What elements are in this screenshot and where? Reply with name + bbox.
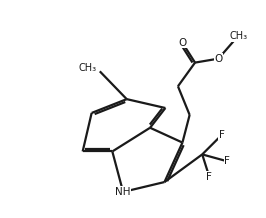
Text: F: F [225,156,230,166]
Text: F: F [219,130,225,140]
Text: O: O [214,54,223,64]
Text: F: F [206,172,212,182]
Text: O: O [178,38,186,48]
Text: CH₃: CH₃ [229,31,247,41]
Text: CH₃: CH₃ [78,63,96,73]
Text: NH: NH [115,187,131,197]
